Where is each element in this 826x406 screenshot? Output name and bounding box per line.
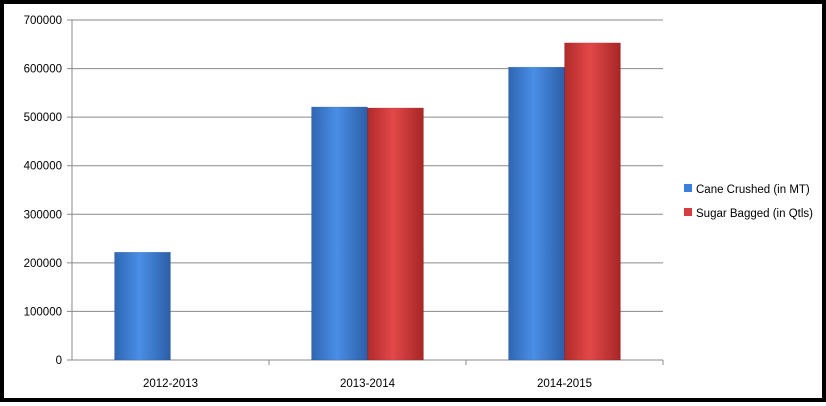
- x-tick-label: 2014-2015: [537, 378, 592, 390]
- bar-sugar-bagged-2013-2014: [367, 107, 424, 361]
- legend-swatch-cane-crushed: [684, 184, 692, 192]
- y-tick-label: 0: [56, 355, 62, 367]
- legend-swatch-sugar-bagged: [684, 208, 692, 216]
- y-tick-label: 300000: [24, 209, 62, 221]
- bar-chart: 0 100000 200000 300000 400000 500000 600000 700…: [24, 15, 814, 390]
- bar-cane-crushed-2013-2014: [311, 106, 368, 361]
- legend: Cane Crushed (in MT) Sugar Bagged (in Qtl…: [684, 184, 813, 220]
- bar-sugar-bagged-2014-2015: [564, 42, 621, 361]
- tick-labels: 0 100000 200000 300000 400000 500000 600000 700…: [24, 15, 592, 390]
- y-tick-label: 400000: [24, 161, 62, 173]
- x-tick-label: 2013-2014: [340, 378, 396, 390]
- bar-cane-crushed-2012-2013: [114, 251, 171, 361]
- x-tick-label: 2012-2013: [143, 378, 198, 390]
- y-tick-label: 600000: [24, 64, 62, 76]
- y-tick-label: 200000: [24, 258, 62, 270]
- y-tick-label: 500000: [24, 112, 62, 124]
- y-tick-label: 700000: [24, 15, 62, 27]
- bars: [114, 42, 621, 361]
- bar-cane-crushed-2014-2015: [508, 66, 565, 361]
- legend-label: Cane Crushed (in MT): [696, 184, 810, 196]
- legend-label: Sugar Bagged (in Qtls): [696, 208, 813, 220]
- y-tick-label: 100000: [24, 306, 62, 318]
